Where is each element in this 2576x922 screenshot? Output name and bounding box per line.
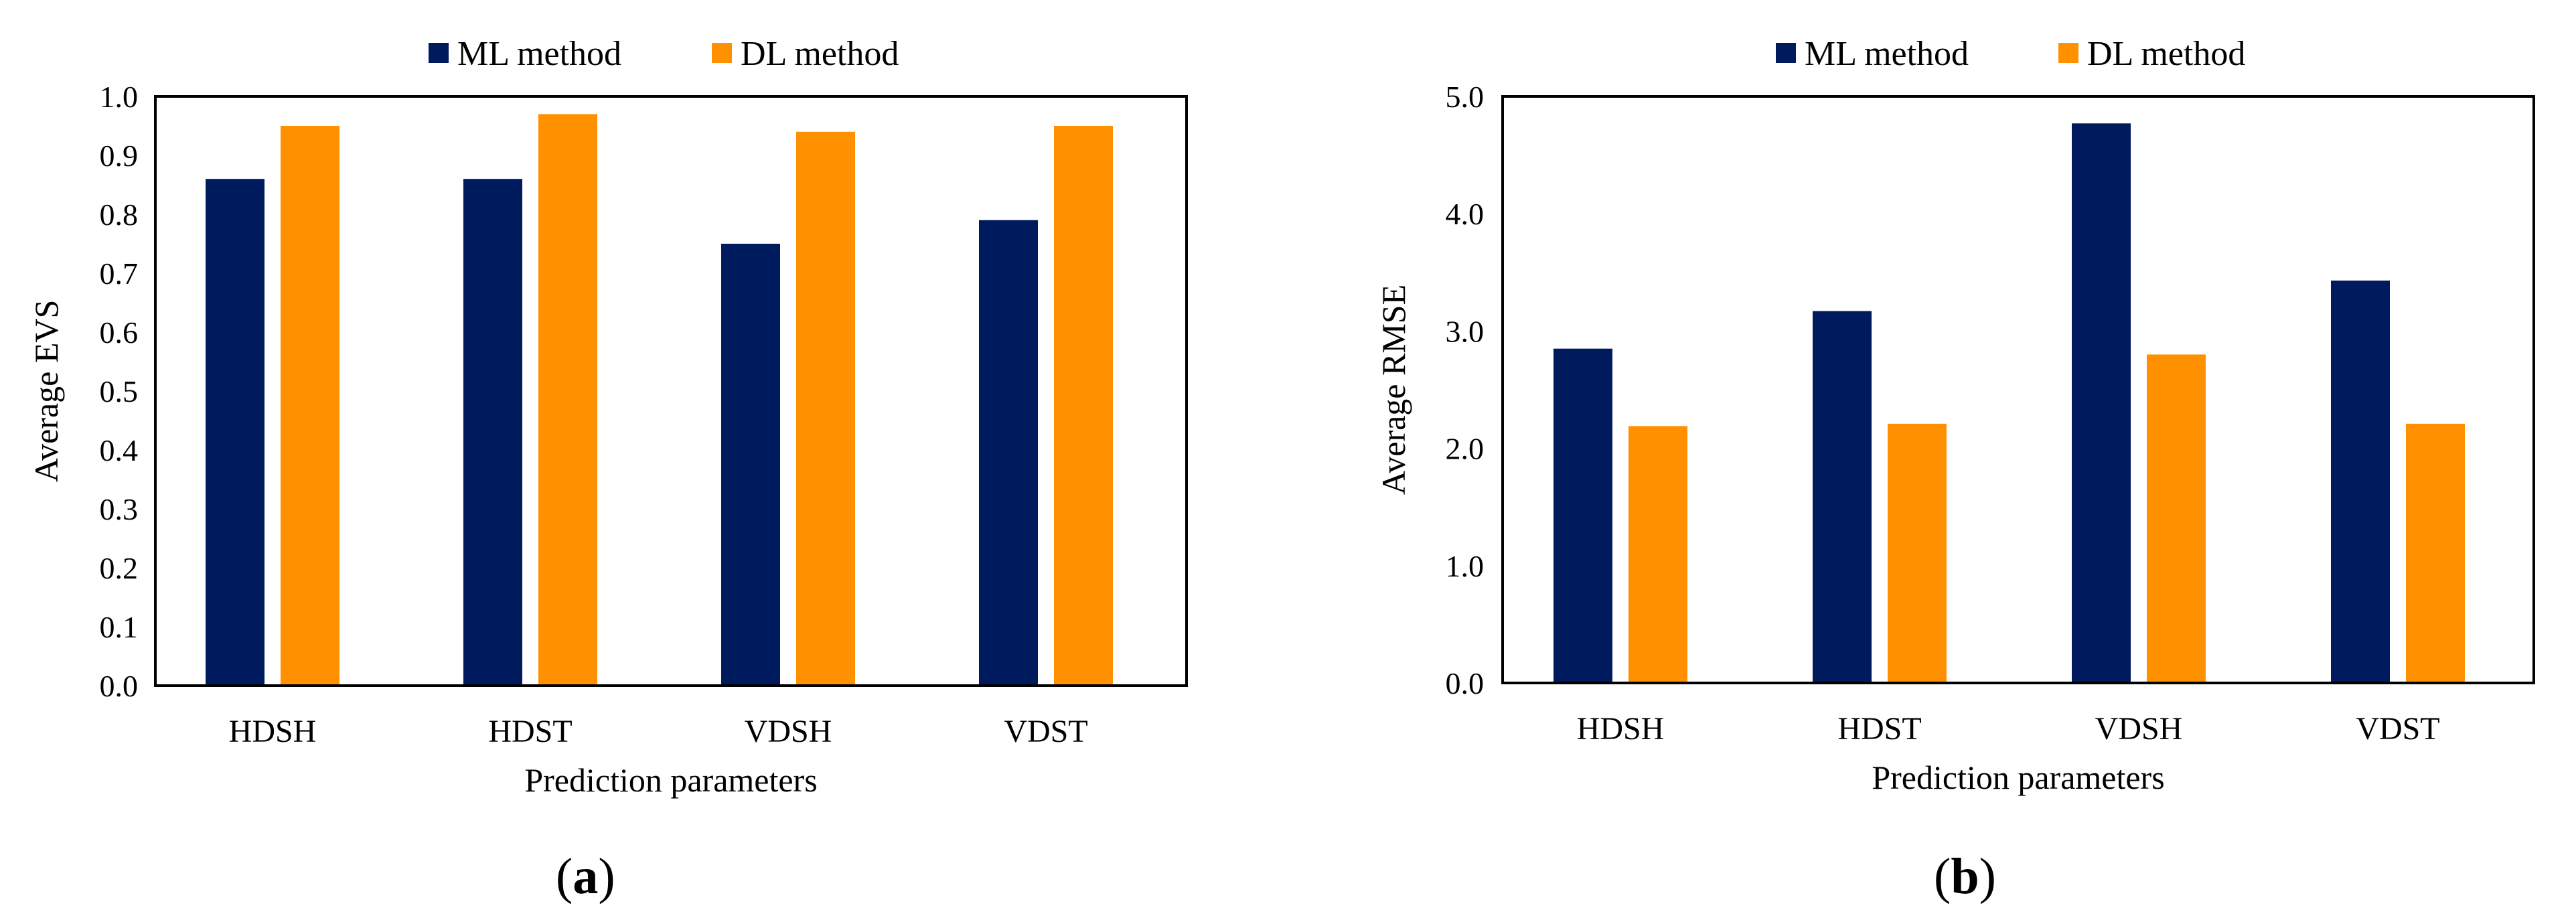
chart-a-plot-frame [154, 95, 1188, 687]
chart-a-bar-ml-vdst [979, 220, 1038, 686]
chart-b-x-tick-label: VDST [2356, 711, 2439, 747]
panel-label-a-open: ( [556, 848, 573, 905]
chart-a-y-tick-label: 0.5 [100, 374, 139, 408]
chart-a-x-tick-label: HDSH [229, 714, 317, 749]
chart-b-legend-ml-label: ML method [1805, 35, 1969, 73]
chart-b-y-tick-label: 1.0 [1446, 549, 1485, 583]
chart-b-bar-ml-hdst [1813, 311, 1872, 684]
chart-b-bar-ml-vdsh [2072, 123, 2131, 683]
chart-a-y-tick-label: 1.0 [100, 80, 139, 114]
chart-a-legend-ml-swatch [429, 43, 449, 63]
chart-a-legend: ML method DL method [429, 35, 899, 73]
panel-label-a-letter: a [573, 848, 599, 905]
chart-b-legend-dl-swatch [2058, 43, 2078, 63]
chart-a-legend-ml-label: ML method [457, 35, 621, 73]
chart-a-y-tick-label: 0.3 [100, 492, 139, 526]
chart-b-y-ticks: 0.0 1.0 2.0 3.0 4.0 5.0 [1446, 80, 1485, 700]
chart-a-y-tick-label: 0.8 [100, 198, 139, 232]
chart-b-bar-ml-hdsh [1554, 348, 1612, 683]
chart-b-x-tick-label: HDSH [1577, 711, 1665, 747]
chart-a-legend-dl-swatch [712, 43, 732, 63]
panel-label-b-letter: b [1951, 848, 1979, 905]
panel-label-b-close: ) [1979, 848, 1996, 905]
chart-a-y-tick-label: 0.1 [100, 610, 139, 644]
chart-a-evs: ML method DL method 0.00.10.20.30.40.50.… [27, 35, 1188, 799]
chart-a-x-tick-label: HDST [488, 714, 572, 749]
chart-a-y-tick-label: 0.9 [100, 139, 139, 173]
chart-b-x-ticks: HDSH HDST VDSH VDST [1577, 711, 2440, 747]
chart-b-x-tick-label: HDST [1837, 711, 1921, 747]
chart-a-bar-ml-vdsh [721, 244, 780, 686]
panel-label-a-close: ) [598, 848, 615, 905]
chart-a-bar-ml-hdst [463, 179, 522, 686]
chart-b-bar-ml-vdst [2331, 281, 2390, 684]
chart-b-legend-ml-swatch [1776, 43, 1796, 63]
chart-a-bar-dl-hdsh [281, 126, 339, 686]
chart-a-y-tick-label: 0.7 [100, 256, 139, 291]
chart-a-y-tick-label: 0.4 [100, 433, 139, 467]
chart-b-y-tick-label: 4.0 [1446, 197, 1485, 231]
chart-a-y-ticks: 0.0 0.1 0.2 0.3 0.4 0.5 0.6 0.7 0.8 0.9 1.0 [100, 80, 139, 703]
chart-b-legend: ML method DL method [1776, 35, 2245, 73]
chart-a-x-tick-label: VDSH [745, 714, 832, 749]
panel-label-b: (b) [1934, 848, 1996, 906]
chart-b-x-axis-title: Prediction parameters [1872, 759, 2164, 796]
chart-b-bar-dl-vdst [2406, 423, 2465, 683]
chart-b-y-tick-label: 5.0 [1446, 80, 1485, 114]
chart-b-y-tick-label: 3.0 [1446, 314, 1485, 348]
chart-b-bar-dl-vdsh [2147, 354, 2206, 683]
chart-a-bar-dl-vdsh [796, 131, 855, 686]
chart-b-legend-dl-label: DL method [2087, 35, 2245, 73]
chart-a-x-axis-title: Prediction parameters [524, 761, 817, 799]
chart-b-y-tick-label: 0.0 [1446, 666, 1485, 700]
chart-b-y-axis-title: Average RMSE [1375, 285, 1412, 495]
panel-label-a: (a) [556, 848, 615, 906]
chart-a-bars [206, 114, 1113, 686]
chart-a-legend-dl-label: DL method [741, 35, 899, 73]
chart-a-x-ticks: HDSH HDST VDSH VDST [229, 714, 1088, 749]
chart-a-y-tick-label: 0.6 [100, 315, 139, 350]
chart-a-x-tick-label: VDST [1004, 714, 1087, 749]
chart-a-y-tick-label: 0.2 [100, 551, 139, 585]
chart-b-bar-dl-hdst [1888, 423, 1947, 683]
chart-b-bars [1554, 123, 2465, 684]
chart-a-bar-dl-hdst [538, 114, 597, 686]
chart-b-rmse: ML method DL method 0.0 1.0 2.0 3.0 4.0 5.0 H… [1375, 35, 2535, 796]
chart-a-bar-ml-hdsh [206, 179, 264, 686]
chart-a-y-tick-label: 0.0 [100, 669, 139, 703]
chart-b-y-tick-label: 2.0 [1446, 432, 1485, 466]
chart-a-y-axis-title: Average EVS [27, 300, 65, 483]
chart-b-bar-dl-hdsh [1628, 426, 1687, 683]
chart-b-x-tick-label: VDSH [2095, 711, 2183, 747]
chart-b-plot-frame [1501, 95, 2535, 684]
panel-label-b-open: ( [1934, 848, 1951, 905]
chart-a-bar-dl-vdst [1054, 126, 1113, 686]
